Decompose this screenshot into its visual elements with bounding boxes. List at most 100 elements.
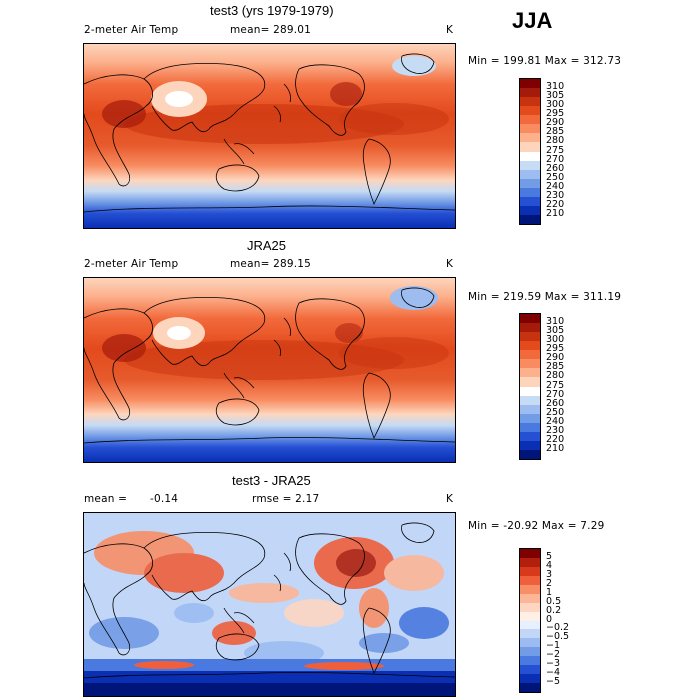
colorbar-tick-label: 290 xyxy=(546,352,565,364)
colorbar-cell xyxy=(520,151,540,161)
colorbar-tick-label: 220 xyxy=(546,433,565,445)
colorbar-tick-label: 300 xyxy=(546,334,565,346)
colorbar-tick-label: 240 xyxy=(546,180,565,192)
colorbar-cell xyxy=(520,593,540,603)
colorbar-cell xyxy=(520,395,540,405)
colorbar-cell xyxy=(520,422,540,432)
colorbar-cell xyxy=(520,440,540,450)
colorbar-cell xyxy=(520,368,540,378)
colorbar-cell xyxy=(520,115,540,125)
colorbar-cell xyxy=(520,386,540,396)
colorbar-tick-label: 250 xyxy=(546,406,565,418)
colorbar-tick-label: 295 xyxy=(546,108,565,120)
colorbar-tick-label: 4 xyxy=(546,559,553,571)
panel1-variable: 2-meter Air Temp xyxy=(84,24,179,36)
colorbar-cell xyxy=(520,611,540,621)
colorbar-cell xyxy=(520,178,540,188)
colorbar-tick-label: 300 xyxy=(546,99,565,111)
panel3-mean-label: mean = xyxy=(84,493,128,505)
panel1-title: test3 (yrs 1979-1979) xyxy=(210,3,334,18)
panel2-map xyxy=(83,277,456,463)
colorbar-tick-label: −2 xyxy=(546,649,561,661)
colorbar-cell xyxy=(520,214,540,224)
colorbar-tick-label: −4 xyxy=(546,667,561,679)
colorbar-tick-label: −0.5 xyxy=(546,631,570,643)
colorbar-cell xyxy=(520,314,540,324)
colorbar-cell xyxy=(520,79,540,89)
colorbar-tick-label: −0.2 xyxy=(546,622,570,634)
colorbar-cell xyxy=(520,404,540,414)
panel1-minmax: Min = 199.81 Max = 312.73 xyxy=(468,55,622,67)
colorbar-tick-label: 280 xyxy=(546,135,565,147)
panel1-mean: mean= 289.01 xyxy=(230,24,312,36)
colorbar-tick-label: 260 xyxy=(546,397,565,409)
colorbar-tick-label: 310 xyxy=(546,316,565,328)
colorbar-tick-label: 5 xyxy=(546,550,553,562)
panel3-rmse: rmse = 2.17 xyxy=(252,493,320,505)
colorbar-cell xyxy=(520,647,540,657)
colorbar-tick-label: 285 xyxy=(546,361,565,373)
colorbar-cell xyxy=(520,602,540,612)
colorbar-cell xyxy=(520,341,540,351)
colorbar-tick-label: 220 xyxy=(546,198,565,210)
colorbar-cell xyxy=(520,124,540,134)
colorbar-tick-label: 0.2 xyxy=(546,604,562,616)
colorbar-tick-label: 305 xyxy=(546,325,565,337)
panel2-units: K xyxy=(446,258,454,270)
colorbar-tick-label: 250 xyxy=(546,171,565,183)
colorbar-cell xyxy=(520,133,540,143)
colorbar-cell xyxy=(520,323,540,333)
colorbar-cell xyxy=(520,549,540,558)
colorbar-cell xyxy=(520,584,540,594)
colorbar-tick-label: 2 xyxy=(546,577,553,589)
colorbar-cell xyxy=(520,413,540,423)
season-label: JJA xyxy=(512,8,553,33)
colorbar-tick-label: 210 xyxy=(546,442,565,454)
colorbar-cell xyxy=(520,638,540,648)
colorbar-cell xyxy=(520,359,540,369)
colorbar-tick-label: 260 xyxy=(546,162,565,174)
colorbar-cell xyxy=(520,377,540,387)
colorbar-tick-label: 285 xyxy=(546,126,565,138)
colorbar-cell xyxy=(520,566,540,576)
colorbar-cell xyxy=(520,449,540,459)
colorbar-tick-label: 290 xyxy=(546,117,565,129)
colorbar-cell xyxy=(520,88,540,98)
colorbar-cell xyxy=(520,332,540,342)
colorbar-cell xyxy=(520,674,540,684)
colorbar-tick-label: −1 xyxy=(546,640,561,652)
colorbar-cell xyxy=(520,350,540,360)
colorbar-tick-label: 295 xyxy=(546,343,565,355)
colorbar-cell xyxy=(520,575,540,585)
colorbar-tick-label: 275 xyxy=(546,144,565,156)
colorbar-cell xyxy=(520,106,540,116)
panel2-minmax: Min = 219.59 Max = 311.19 xyxy=(468,291,622,303)
panel3-colorbar xyxy=(519,548,541,693)
colorbar-tick-label: 230 xyxy=(546,424,565,436)
colorbar-tick-label: 3 xyxy=(546,568,553,580)
colorbar-tick-label: 275 xyxy=(546,379,565,391)
colorbar-tick-label: 210 xyxy=(546,207,565,219)
colorbar-tick-label: 310 xyxy=(546,81,565,93)
panel2-title: JRA25 xyxy=(247,238,287,253)
colorbar-cell xyxy=(520,431,540,441)
panel3-minmax: Min = -20.92 Max = 7.29 xyxy=(468,520,605,532)
colorbar-tick-label: 0 xyxy=(546,613,553,625)
colorbar-tick-label: 1 xyxy=(546,586,553,598)
panel2-mean: mean= 289.15 xyxy=(230,258,312,270)
panel1-colorbar xyxy=(519,78,541,225)
colorbar-tick-label: 280 xyxy=(546,370,565,382)
panel2-colorbar xyxy=(519,313,541,460)
panel1-units: K xyxy=(446,24,454,36)
colorbar-cell xyxy=(520,665,540,675)
panel2-variable: 2-meter Air Temp xyxy=(84,258,179,270)
colorbar-tick-label: −5 xyxy=(546,676,561,688)
colorbar-cell xyxy=(520,205,540,215)
colorbar-cell xyxy=(520,97,540,107)
colorbar-cell xyxy=(520,187,540,197)
colorbar-cell xyxy=(520,169,540,179)
panel3-map xyxy=(83,512,456,697)
colorbar-cell xyxy=(520,683,540,692)
colorbar-tick-label: −3 xyxy=(546,658,561,670)
panel3-mean-value: -0.14 xyxy=(150,493,179,505)
